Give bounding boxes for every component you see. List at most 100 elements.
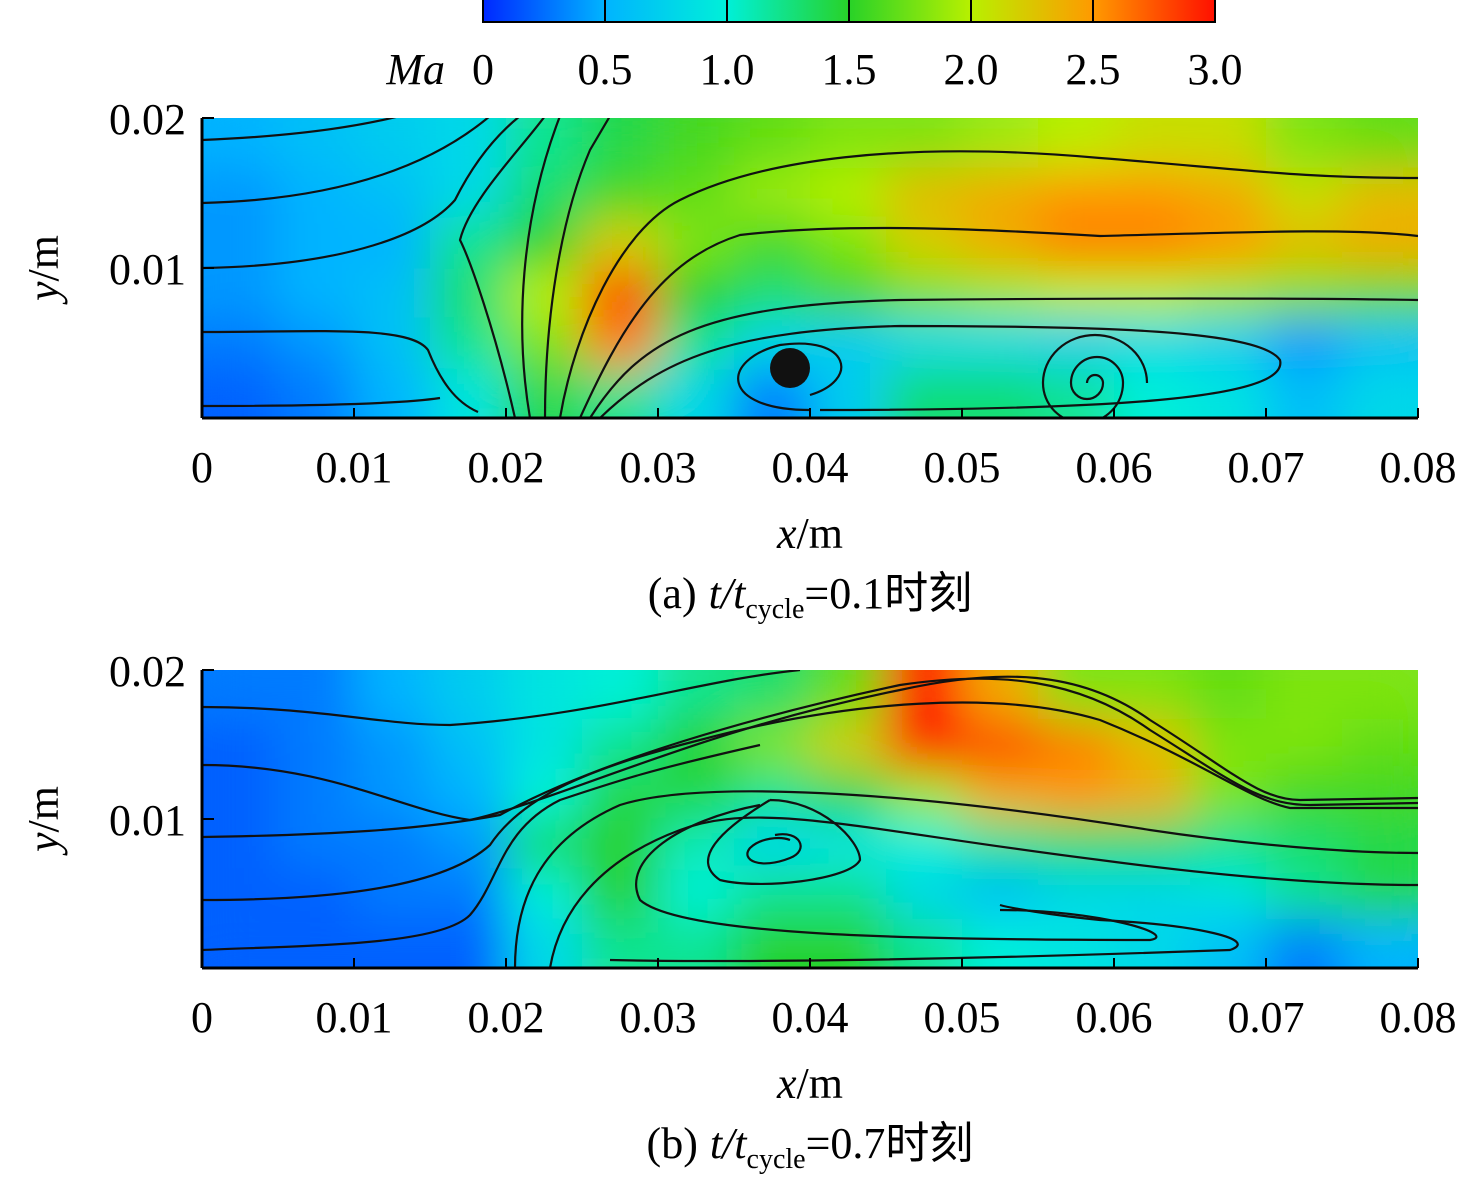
field-cell	[506, 719, 583, 771]
streamline	[458, 118, 545, 418]
field-cell	[1266, 769, 1343, 820]
y-axis-label: y/m	[19, 235, 68, 305]
field-cell	[1266, 268, 1343, 319]
streamline	[707, 798, 862, 885]
field-cell	[430, 769, 507, 820]
x-tick-label: 0.08	[1380, 993, 1457, 1042]
field-cell	[658, 868, 735, 920]
field-cell	[886, 918, 963, 968]
field-cell	[1114, 268, 1191, 319]
streamlines	[202, 118, 1418, 968]
field-cell	[1190, 118, 1267, 169]
x-tick-label: 0.04	[772, 443, 849, 492]
field-cell	[1342, 868, 1418, 920]
field-cell	[354, 118, 431, 169]
field-cell	[582, 268, 659, 319]
streamline	[202, 118, 397, 142]
field-cell	[1342, 318, 1418, 369]
field-cell	[1190, 318, 1267, 369]
field-cell	[354, 670, 431, 721]
field-cell	[1190, 719, 1267, 771]
caption-label: (a)	[648, 569, 697, 618]
field-cell	[354, 769, 431, 820]
streamline	[746, 833, 802, 865]
caption-subscript: cycle	[745, 594, 804, 625]
field-cell	[506, 819, 583, 870]
caption-symbol: t/t	[709, 569, 747, 618]
streamline	[589, 297, 1418, 418]
y-tick-label: 0.01	[109, 245, 186, 294]
field-cell	[810, 819, 887, 870]
field-cell	[202, 819, 279, 870]
x-axis-symbol: x	[776, 509, 797, 558]
field-cell	[506, 670, 583, 721]
field-cell	[1266, 819, 1343, 870]
field-cell	[1342, 368, 1418, 418]
field-cell	[354, 168, 431, 219]
field-cell	[202, 118, 279, 169]
streamlines-b	[202, 670, 1418, 968]
streamline	[202, 677, 1418, 839]
streamline	[202, 670, 801, 727]
field-cell	[810, 218, 887, 269]
field-cell	[1266, 218, 1343, 269]
field-cell	[1038, 819, 1115, 870]
streamlines-a	[202, 118, 1418, 418]
x-tick-label: 0.02	[468, 443, 545, 492]
field-cell	[1038, 368, 1115, 418]
field-cell	[886, 368, 963, 418]
field-cell	[278, 368, 355, 418]
colorbar-tick-label: 1.5	[822, 45, 877, 94]
y-axis-unit: /m	[19, 235, 68, 281]
field-cell	[1038, 118, 1115, 169]
field-cell	[354, 868, 431, 920]
field-cell	[658, 368, 735, 418]
colorbar-tick-label: 3.0	[1188, 45, 1243, 94]
field-cell	[734, 218, 811, 269]
caption-symbol: t/t	[710, 1119, 748, 1168]
field-cell	[658, 670, 735, 721]
colorbar-label: Ma	[385, 45, 445, 94]
caption-subscript: cycle	[747, 1144, 806, 1175]
caption-value: =0.1时刻	[804, 569, 972, 618]
field-cell	[202, 918, 279, 968]
field-cell	[1114, 318, 1191, 369]
field-cell	[734, 719, 811, 771]
field-cell	[1038, 218, 1115, 269]
x-tick-label: 0.03	[620, 443, 697, 492]
field-cell	[278, 168, 355, 219]
y-tick-label: 0.01	[109, 796, 186, 845]
field-cell	[734, 168, 811, 219]
field-cell	[810, 268, 887, 319]
field-cell	[962, 218, 1039, 269]
streamline	[202, 330, 479, 414]
field-cell	[1342, 670, 1418, 721]
field-cell	[430, 868, 507, 920]
field-cell	[962, 918, 1039, 968]
field-cell	[810, 168, 887, 219]
field-cell	[430, 918, 507, 968]
y-tick-label: 0.02	[109, 647, 186, 696]
x-tick-label: 0.07	[1228, 993, 1305, 1042]
field-cell	[1114, 769, 1191, 820]
streamline	[635, 803, 1158, 942]
field-cell	[1190, 268, 1267, 319]
field-cell	[1342, 819, 1418, 870]
caption: (a) t/tcycle=0.1时刻	[648, 569, 972, 625]
field-cell	[734, 819, 811, 870]
field-cell	[354, 218, 431, 269]
x-axis-label: x/m	[776, 509, 843, 558]
field-cell	[202, 318, 279, 369]
field-cell	[1342, 118, 1418, 169]
field-cell	[202, 868, 279, 920]
field-cell	[658, 318, 735, 369]
field-cell	[1114, 168, 1191, 219]
field-cell	[962, 819, 1039, 870]
field-cell	[430, 118, 507, 169]
field-cell	[886, 168, 963, 219]
field-cell	[430, 268, 507, 319]
field-cell	[658, 118, 735, 169]
field-cell	[658, 918, 735, 968]
field-cell	[506, 168, 583, 219]
field-cell	[1190, 218, 1267, 269]
